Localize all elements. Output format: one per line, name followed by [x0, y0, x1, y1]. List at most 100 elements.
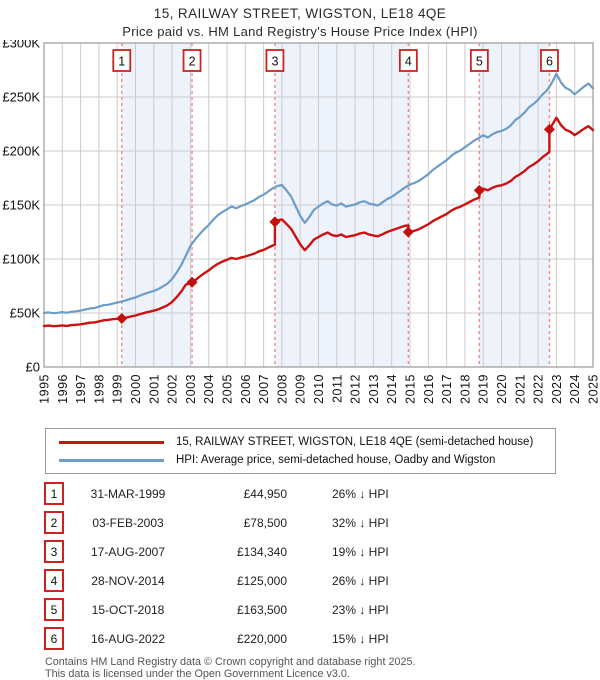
sale-number-label: 3	[271, 55, 278, 69]
sale-date: 31-MAR-1999	[90, 486, 166, 501]
y-axis-tick-label: £100K	[2, 252, 40, 267]
legend-row-hpi: HPI: Average price, semi-detached house,…	[51, 451, 550, 469]
sale-row: 5 15-OCT-2018 £163,500 23% ↓ HPI	[44, 595, 600, 624]
sale-price: £134,340	[236, 544, 287, 559]
sale-vs-hpi: 19% ↓ HPI	[332, 544, 389, 559]
x-axis-year-label: 2021	[513, 374, 527, 404]
sale-number-label: 2	[189, 55, 196, 69]
footer: Contains HM Land Registry data © Crown c…	[45, 656, 600, 680]
sale-point-marker	[543, 123, 555, 135]
x-axis-year-label: 2022	[532, 374, 546, 404]
x-axis-year-label: 2015	[404, 374, 418, 404]
x-axis-year-label: 2017	[440, 374, 454, 404]
sale-row: 6 16-AUG-2022 £220,000 15% ↓ HPI	[44, 624, 600, 653]
x-axis-year-label: 2000	[129, 374, 143, 404]
sale-point-marker	[186, 276, 198, 288]
sale-number-box	[398, 49, 418, 72]
sale-number-label: 6	[546, 55, 553, 69]
sale-date: 16-AUG-2022	[90, 631, 166, 646]
footer-licence: This data is licensed under the Open Gov…	[45, 668, 350, 680]
x-axis-year-label: 2001	[147, 374, 161, 404]
sale-point-marker	[269, 216, 281, 228]
page-subtitle: Price paid vs. HM Land Registry's House …	[122, 24, 478, 39]
sales-table: 1 31-MAR-1999 £44,950 26% ↓ HPI 2 03-FEB-2003…	[0, 479, 600, 653]
x-axis-year-label: 2004	[202, 374, 216, 404]
property-price-line	[42, 116, 595, 328]
sale-row: 4 28-NOV-2014 £125,000 26% ↓ HPI	[44, 566, 600, 595]
plot-border	[43, 42, 594, 368]
x-axis-year-label: 1995	[38, 374, 52, 404]
sale-vs-hpi: 32% ↓ HPI	[332, 515, 389, 530]
property-line-swatch	[59, 440, 164, 444]
sale-point-marker	[402, 226, 414, 238]
sale-price: £163,500	[236, 602, 287, 617]
sale-number-badge: 5	[44, 598, 64, 621]
sale-price: £44,950	[243, 486, 287, 501]
sale-row: 2 03-FEB-2003 £78,500 32% ↓ HPI	[44, 508, 600, 537]
sale-number-badge: 3	[44, 540, 64, 563]
sale-number-box	[540, 49, 559, 72]
chart-legend: 15, RAILWAY STREET, WIGSTON, LE18 4QE (s…	[45, 428, 556, 474]
x-axis-year-label: 2007	[257, 374, 271, 404]
x-axis-year-label: 2013	[367, 374, 381, 404]
sale-date: 03-FEB-2003	[92, 515, 164, 530]
header: 15, RAILWAY STREET, WIGSTON, LE18 4QE Pr…	[0, 0, 600, 40]
hpi-line-swatch	[59, 458, 164, 462]
x-axis-year-label: 1998	[92, 374, 106, 404]
x-axis-year-label: 2025	[587, 374, 600, 404]
sale-price: £78,500	[243, 515, 287, 530]
legend-row-property: 15, RAILWAY STREET, WIGSTON, LE18 4QE (s…	[51, 433, 550, 451]
sale-date: 28-NOV-2014	[91, 573, 165, 588]
x-axis-year-label: 2016	[422, 374, 436, 404]
sale-number-box	[112, 49, 132, 72]
x-axis-year-label: 2005	[221, 374, 235, 404]
sale-point-marker	[473, 184, 485, 196]
sale-number-badge: 4	[44, 569, 64, 592]
sale-vs-hpi: 23% ↓ HPI	[332, 602, 389, 617]
x-axis-year-label: 1999	[111, 374, 125, 404]
sale-number-box	[182, 49, 202, 72]
sale-vs-hpi: 26% ↓ HPI	[332, 573, 389, 588]
y-axis-tick-label: £50K	[10, 306, 41, 321]
x-axis-year-label: 2019	[477, 374, 491, 404]
y-axis-tick-label: £300K	[2, 40, 40, 51]
sale-price: £220,000	[236, 631, 287, 646]
x-axis-year-label: 2023	[550, 374, 564, 404]
y-axis-tick-label: £250K	[2, 90, 40, 105]
x-axis-year-label: 2008	[275, 374, 289, 404]
sale-number-badge: 2	[44, 511, 64, 534]
x-axis-year-label: 2020	[495, 374, 509, 404]
footer-copyright: Contains HM Land Registry data © Crown c…	[45, 656, 416, 668]
x-axis-year-label: 2011	[330, 374, 344, 403]
sale-row: 3 17-AUG-2007 £134,340 19% ↓ HPI	[44, 537, 600, 566]
price-history-chart: 1 2 3 4 5 6 £0 £50K £100K £150K £200K £250K £300K 199…	[2, 40, 600, 404]
sale-price: £125,000	[236, 573, 287, 588]
hpi-line	[42, 72, 595, 315]
x-axis-year-label: 2002	[166, 374, 180, 404]
sale-number-label: 1	[118, 55, 125, 69]
y-axis-tick-label: £0	[26, 360, 40, 375]
sale-vs-hpi: 26% ↓ HPI	[332, 486, 389, 501]
sale-number-box	[469, 49, 489, 72]
x-axis-year-label: 2018	[458, 374, 472, 404]
y-axis-tick-label: £200K	[2, 144, 40, 159]
y-axis-tick-label: £150K	[2, 198, 40, 213]
x-axis-year-label: 2010	[312, 374, 326, 404]
sale-date: 17-AUG-2007	[90, 544, 166, 559]
x-axis-year-label: 2009	[294, 374, 308, 404]
legend-label-hpi: HPI: Average price, semi-detached house,…	[176, 454, 496, 466]
x-axis-year-label: 2006	[239, 374, 253, 404]
x-axis-year-label: 2003	[184, 374, 198, 404]
x-axis-year-label: 2014	[385, 374, 399, 404]
sale-number-box	[265, 49, 285, 72]
sale-number-label: 5	[476, 55, 483, 69]
page-title: 15, RAILWAY STREET, WIGSTON, LE18 4QE	[153, 6, 447, 21]
sale-number-badge: 6	[44, 627, 64, 650]
sale-number-label: 4	[405, 55, 412, 69]
sale-number-badge: 1	[44, 482, 64, 505]
sale-point-marker	[116, 312, 128, 324]
legend-label-property: 15, RAILWAY STREET, WIGSTON, LE18 4QE (s…	[176, 436, 534, 448]
x-axis-year-label: 1997	[74, 374, 88, 404]
x-axis-year-label: 2024	[568, 374, 582, 404]
